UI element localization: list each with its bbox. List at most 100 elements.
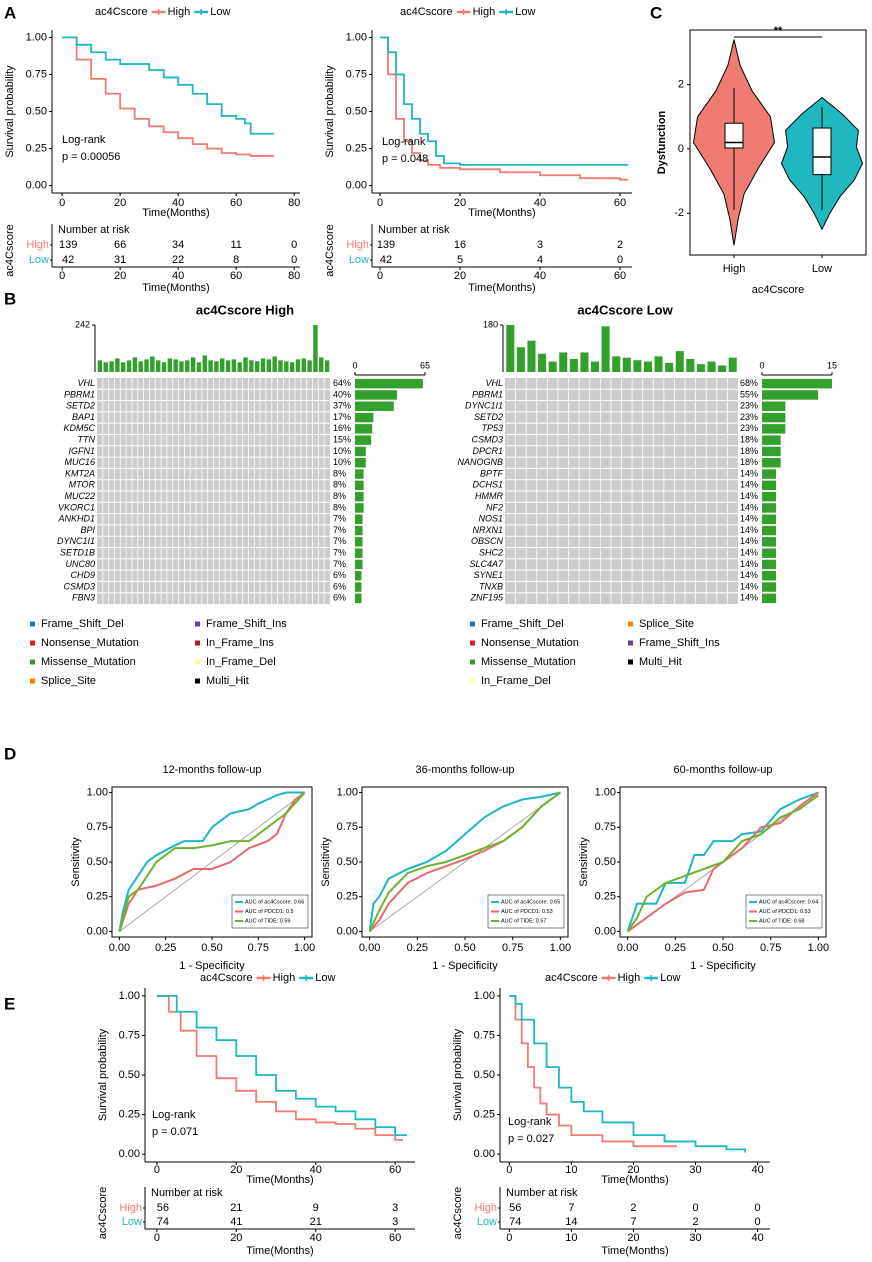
percent-label: 14% bbox=[740, 468, 758, 478]
percent-label: 6% bbox=[333, 593, 346, 603]
x-tick-label: 40 bbox=[751, 1164, 763, 1176]
risk-count: 0 bbox=[617, 254, 623, 266]
tmb-bar bbox=[214, 361, 219, 372]
legend-swatch bbox=[30, 678, 35, 684]
y-tick-label: 0.00 bbox=[87, 925, 108, 937]
tmb-bar bbox=[590, 361, 600, 372]
y-tick-label: 0.75 bbox=[346, 68, 367, 80]
percent-label: 7% bbox=[333, 514, 346, 524]
percent-label: 14% bbox=[740, 570, 758, 580]
risk-row-label: High bbox=[26, 239, 49, 251]
legend-label: Multi_Hit bbox=[639, 656, 682, 668]
legend-label: High bbox=[168, 6, 191, 18]
count-bar bbox=[762, 491, 776, 502]
risk-x-tick-label: 20 bbox=[627, 1232, 639, 1244]
percent-label: 14% bbox=[740, 536, 758, 546]
y-tick-label: 0.75 bbox=[595, 821, 616, 833]
legend-swatch bbox=[470, 659, 475, 665]
x-tick-label: 40 bbox=[534, 197, 546, 209]
tmb-bar bbox=[196, 362, 202, 372]
risk-count: 74 bbox=[157, 1216, 169, 1228]
gene-label: MUC16 bbox=[64, 457, 95, 467]
risk-count: 74 bbox=[509, 1216, 521, 1228]
percent-label: 14% bbox=[740, 593, 758, 603]
risk-x-tick-label: 80 bbox=[288, 270, 300, 282]
reference-diagonal bbox=[369, 792, 561, 932]
percent-label: 23% bbox=[740, 401, 758, 411]
risk-count: 66 bbox=[114, 239, 126, 251]
y-tick-label: 0.00 bbox=[474, 1148, 495, 1160]
count-bar bbox=[355, 401, 394, 411]
roc-curve bbox=[627, 791, 819, 933]
risk-x-tick-label: 40 bbox=[534, 270, 546, 282]
legend-label: Missense_Mutation bbox=[41, 656, 136, 668]
panel-title: 60-months follow-up bbox=[673, 764, 772, 776]
panel-title: ac4Cscore Low bbox=[577, 302, 673, 317]
x-axis-title: Time(Months) bbox=[601, 1174, 668, 1186]
x-tick-label: 0.25 bbox=[665, 942, 686, 954]
tmb-bar bbox=[155, 360, 161, 372]
y-tick-label: 0.75 bbox=[474, 1029, 495, 1041]
tmb-tick-label: 242 bbox=[75, 319, 90, 329]
tmb-bar bbox=[254, 361, 260, 372]
risk-x-tick-label: 20 bbox=[454, 270, 466, 282]
risk-count: 22 bbox=[172, 254, 184, 266]
tmb-bar bbox=[278, 360, 283, 372]
x-tick-label: 1.00 bbox=[550, 942, 571, 954]
legend-label: AUC of TIDE: 0.57 bbox=[501, 918, 546, 924]
gene-label: SETD2 bbox=[474, 412, 503, 422]
x-tick-label: 0.75 bbox=[502, 942, 523, 954]
tmb-bar bbox=[696, 364, 705, 372]
y-axis-title: Survival probability bbox=[4, 65, 16, 158]
count-bar bbox=[762, 537, 776, 547]
survival-curve bbox=[509, 995, 677, 1148]
tmb-bar bbox=[202, 355, 207, 372]
x-tick-label: 20 bbox=[627, 1164, 639, 1176]
gene-label: VHL bbox=[77, 378, 95, 388]
risk-x-title: Time(Months) bbox=[601, 1245, 668, 1257]
legend-label: Low bbox=[210, 6, 230, 18]
legend-title: ac4Cscore bbox=[545, 972, 598, 984]
count-bar bbox=[355, 469, 364, 479]
percent-label: 18% bbox=[740, 457, 758, 467]
gene-label: IGFN1 bbox=[68, 446, 95, 456]
gene-label: NOS1 bbox=[478, 514, 503, 524]
count-bar bbox=[762, 571, 776, 581]
survival-curve bbox=[380, 36, 628, 181]
annotation: Log-rank bbox=[62, 134, 106, 146]
risk-count: 3 bbox=[392, 1216, 398, 1228]
count-bar bbox=[355, 491, 364, 502]
y-tick-label: 0.25 bbox=[87, 891, 108, 903]
legend-label: High bbox=[273, 972, 296, 984]
tmb-bar bbox=[527, 340, 536, 372]
count-bar bbox=[762, 412, 786, 423]
y-axis-title: Sensitivity bbox=[70, 837, 82, 887]
significance-label: ** bbox=[774, 25, 783, 37]
count-bar bbox=[762, 582, 776, 592]
risk-x-tick-label: 0 bbox=[59, 270, 65, 282]
legend-label: In_Frame_Del bbox=[481, 675, 551, 687]
x-axis-title: ac4Cscore bbox=[752, 284, 805, 296]
y-tick-label: 1.00 bbox=[346, 31, 367, 43]
legend-label: Frame_Shift_Ins bbox=[206, 618, 287, 630]
annotation: p = 0.071 bbox=[152, 1126, 198, 1138]
y-axis-title: Sensitivity bbox=[320, 837, 332, 887]
annotation: p = 0.00056 bbox=[62, 151, 120, 163]
percent-label: 14% bbox=[740, 581, 758, 591]
percent-label: 16% bbox=[333, 423, 351, 433]
legend-label: AUC of PDCD1: 0.53 bbox=[759, 909, 811, 915]
y-tick-label: 0 bbox=[678, 143, 684, 155]
risk-x-tick-label: 20 bbox=[230, 1232, 242, 1244]
legend-swatch bbox=[195, 678, 200, 684]
gene-label: KDM5C bbox=[63, 423, 95, 433]
percent-label: 14% bbox=[740, 525, 758, 535]
tmb-bar bbox=[120, 362, 126, 372]
tmb-bar bbox=[654, 356, 663, 372]
legend-swatch bbox=[470, 678, 475, 684]
panel-letter: A bbox=[4, 3, 16, 22]
x-tick-label: 0.00 bbox=[109, 942, 130, 954]
legend-label: Low bbox=[315, 972, 335, 984]
percent-label: 14% bbox=[740, 548, 758, 558]
count-tick-label: 0 bbox=[759, 360, 764, 370]
risk-x-title: Time(Months) bbox=[246, 1245, 313, 1257]
